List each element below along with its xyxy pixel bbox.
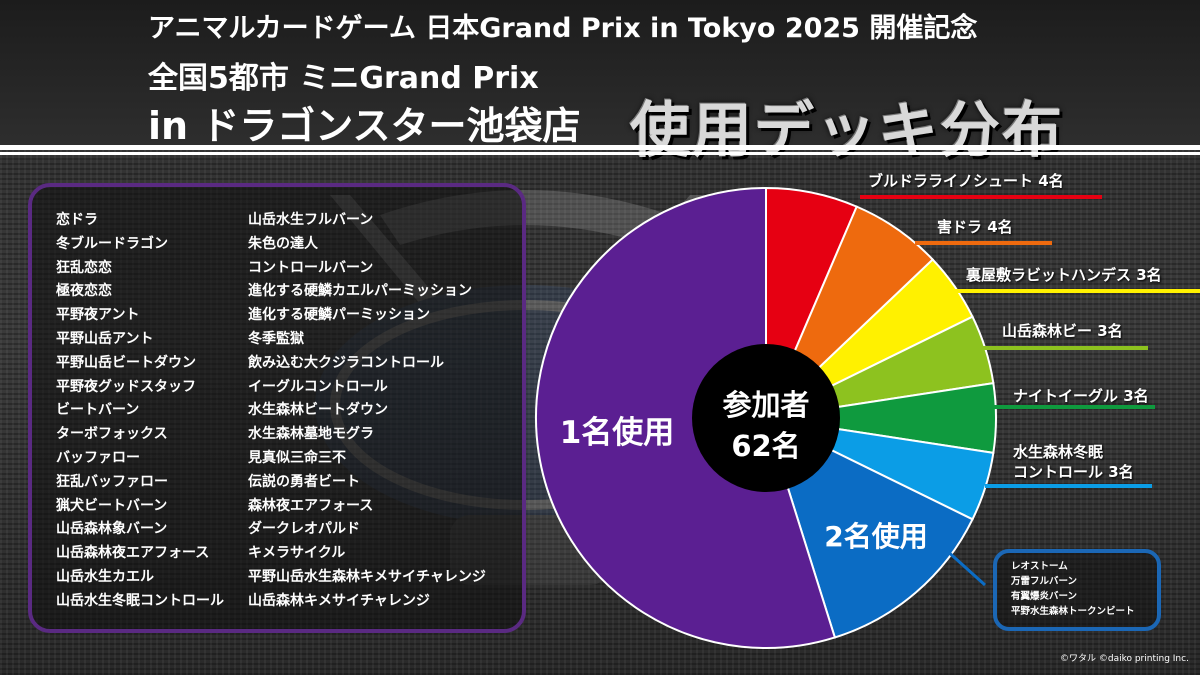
deck-name: 害ドラ [937, 218, 983, 236]
header: アニマルカードゲーム 日本Grand Prix in Tokyo 2025 開催… [0, 0, 1200, 166]
deck-list-item: 恋ドラ [56, 212, 98, 228]
deck-list-item: 進化する硬鱗パーミッション [248, 307, 430, 324]
deck-count: 3名 [1123, 387, 1149, 405]
deck-list-item: ダークレオパルド [248, 521, 360, 538]
deck-list-item: 冬季監獄 [248, 330, 304, 347]
center-circle [692, 344, 840, 492]
deck-count: 3名 [1108, 463, 1134, 481]
leader-line-orange [915, 241, 1052, 245]
title-line-3: in ドラゴンスター池袋店 [148, 104, 581, 148]
deck-list-item: 飲み込む大クジラコントロール [248, 354, 444, 371]
deck-list-item: 進化する硬鱗カエルパーミッション [248, 283, 472, 300]
center-label: 参加者 [722, 388, 809, 422]
deck-count: 3名 [1097, 322, 1123, 340]
slice-label-orange: 害ドラ 4名 [937, 216, 1013, 237]
deck-list-item: バッファロー [56, 449, 140, 466]
deck-list-item: 極夜恋恋 [56, 283, 112, 300]
copyright: ©ワタル ©daiko printing Inc. [1060, 654, 1189, 664]
deck-name: ブルドラライノシュート [868, 172, 1034, 190]
pie-slice-6 [764, 416, 974, 639]
deck-list-item: 水生森林ビートダウン [248, 402, 388, 419]
two-use-deck-list: レオストーム 万雷フルバーン 有翼爆炎バーン平野水生森林トークンビート [993, 549, 1161, 631]
deck-list-item: ターボフォックス [56, 426, 168, 443]
two-use-list-item: 平野水生森林トークンビート [1011, 606, 1135, 617]
deck-list-item: 平野夜グッドスタッフ [56, 378, 196, 395]
deck-list-item: 山岳森林キメサイチャレンジ [248, 592, 430, 609]
deck-list-item: 猟犬ビートバーン [56, 497, 168, 514]
leader-line-green [985, 405, 1155, 409]
deck-list-item: ビートバーン [56, 402, 140, 419]
center-value: 62名 [731, 429, 800, 463]
deck-list-item: 伝説の勇者ビート [248, 473, 360, 490]
leader-line-yellow [955, 289, 1200, 293]
slice-label-two-use: 2名使用 [824, 520, 927, 553]
deck-name: 裏屋敷ラビットハンデス [966, 266, 1132, 284]
leader-line-lightblue [985, 484, 1152, 488]
deck-list-item: 山岳森林夜エアフォース [56, 545, 210, 562]
deck-count: 4名 [987, 218, 1013, 236]
two-use-connector [933, 538, 987, 587]
header-divider-thin [0, 152, 1200, 155]
slice-label-red: ブルドラライノシュート 4名 [868, 170, 1064, 191]
two-use-list-items: レオストーム 万雷フルバーン 有翼爆炎バーン平野水生森林トークンビート [1011, 559, 1135, 619]
leader-line-red [860, 195, 1102, 199]
deck-list-item: 冬ブルードラゴン [56, 235, 168, 252]
deck-list-item: 森林夜エアフォース [248, 497, 374, 514]
two-use-list-item: 有翼爆炎バーン [1011, 591, 1078, 602]
deck-count: 3名 [1136, 266, 1162, 284]
one-use-deck-list: 恋ドラ冬ブルードラゴン 狂乱恋恋極夜恋恋平野夜アント 平野山岳アント平野山岳ビートダ… [28, 183, 526, 633]
title-line-1: アニマルカードゲーム 日本Grand Prix in Tokyo 2025 開催… [148, 13, 978, 44]
deck-list-column-1: 恋ドラ冬ブルードラゴン 狂乱恋恋極夜恋恋平野夜アント 平野山岳アント平野山岳ビートダ… [56, 209, 224, 614]
deck-name: ナイトイーグル [1013, 387, 1119, 405]
slice-label-lightblue: 水生森林冬眠 コントロール 3名 [1013, 442, 1134, 482]
deck-list-item: 山岳森林象バーン [56, 521, 168, 538]
title-line-2: 全国5都市 ミニGrand Prix [148, 61, 539, 96]
leader-line-yellowgreen [975, 346, 1148, 350]
deck-list-item: 水生森林墓地モグラ [248, 426, 374, 443]
deck-list-column-2: 山岳水生フルバーン 朱色の達人コントロールバーン進化する硬鱗カエルパーミッション進… [248, 209, 486, 614]
deck-name: 山岳森林ビー [1002, 322, 1093, 340]
slice-label-one-use: 1名使用 [560, 415, 675, 451]
deck-list-item: 狂乱恋恋 [56, 259, 112, 276]
deck-list-item: 山岳水生冬眠コントロール [56, 592, 224, 609]
deck-list-item: コントロールバーン [248, 259, 374, 276]
deck-list-item: 平野山岳水生森林キメサイチャレンジ [248, 568, 486, 585]
deck-list-item: 平野山岳アント [56, 330, 154, 347]
deck-count: 4名 [1038, 172, 1064, 190]
deck-list-item: 見真似三命三不 [248, 449, 346, 466]
deck-name-line-2: コントロール [1013, 463, 1104, 481]
deck-list-item: イーグルコントロール [248, 378, 388, 395]
slice-label-yellowgreen: 山岳森林ビー 3名 [1002, 320, 1123, 341]
deck-list-item: 朱色の達人 [248, 235, 318, 252]
two-use-list-item: 万雷フルバーン [1011, 576, 1078, 587]
deck-list-item: 山岳水生カエル [56, 568, 154, 585]
slice-label-yellow: 裏屋敷ラビットハンデス 3名 [966, 264, 1162, 285]
two-use-list-item: レオストーム [1011, 561, 1068, 572]
deck-name-line-1: 水生森林冬眠 [1013, 443, 1104, 461]
deck-list-item: 狂乱バッファロー [56, 473, 168, 490]
deck-list-item: 平野山岳ビートダウン [56, 354, 196, 371]
deck-list-item: 山岳水生フルバーン [248, 212, 374, 228]
deck-list-item: 平野夜アント [56, 307, 140, 324]
pie-slice-7 [535, 186, 837, 649]
header-divider [0, 145, 1200, 150]
deck-list-item: キメラサイクル [248, 545, 346, 562]
slice-label-green: ナイトイーグル 3名 [1013, 385, 1149, 406]
